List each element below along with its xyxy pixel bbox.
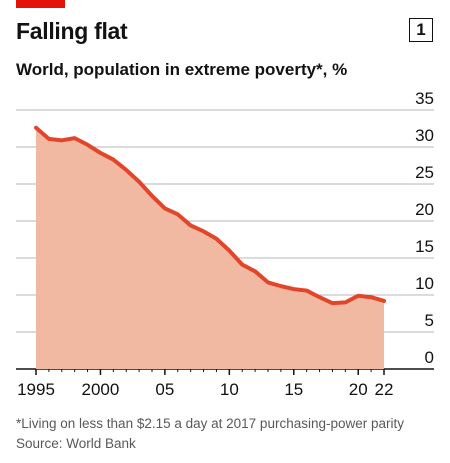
chart-subtitle: World, population in extreme poverty*, %	[16, 60, 348, 79]
x-tick-label: 1995	[17, 380, 55, 399]
footnote: *Living on less than $2.15 a day at 2017…	[16, 414, 404, 454]
data-point-1997	[60, 138, 64, 142]
data-point-2009	[214, 237, 218, 241]
x-tick-label: 10	[220, 380, 239, 399]
data-point-1995	[34, 126, 38, 130]
y-tick-label: 15	[415, 237, 434, 256]
data-point-2019	[343, 300, 347, 304]
data-point-2004	[150, 194, 154, 198]
data-point-2015	[292, 287, 296, 291]
data-point-2011	[240, 263, 244, 267]
footnote-note: *Living on less than $2.15 a day at 2017…	[16, 416, 404, 431]
data-point-2017	[318, 295, 322, 299]
brand-red-tag	[16, 0, 65, 8]
line-layer	[34, 125, 386, 306]
data-point-2006	[176, 212, 180, 216]
x-tick-label: 20	[349, 380, 368, 399]
data-point-2022	[382, 299, 386, 303]
data-point-2012	[253, 269, 257, 273]
x-tick-label: 22	[375, 380, 394, 399]
data-point-1996	[47, 137, 51, 141]
x-tick-label: 05	[155, 380, 174, 399]
data-point-2007	[189, 223, 193, 227]
x-axis-ticks: 1995 2000 05 10 15 20 22	[17, 369, 393, 399]
data-point-2020	[356, 294, 360, 298]
data-point-2021	[369, 295, 373, 299]
data-point-1999	[86, 143, 90, 147]
data-point-2014	[279, 284, 283, 288]
y-tick-label: 30	[415, 126, 434, 145]
series-line	[34, 125, 386, 306]
data-point-2008	[202, 229, 206, 233]
data-point-2016	[305, 289, 309, 293]
y-axis-ticks: 0 5 10 15 20 25 30 35	[415, 89, 434, 367]
footnote-source: Source: World Bank	[16, 436, 136, 451]
data-point-1998	[73, 136, 77, 140]
data-point-2010	[227, 249, 231, 253]
y-tick-label: 5	[425, 311, 434, 330]
chart-title: Falling flat	[16, 18, 128, 44]
x-tick-label: 2000	[82, 380, 120, 399]
y-tick-label: 10	[415, 274, 434, 293]
area-layer	[36, 127, 384, 369]
series-area	[36, 127, 384, 369]
data-point-2001	[111, 158, 115, 162]
y-tick-label: 20	[415, 200, 434, 219]
chart-number-badge: 1	[409, 18, 433, 42]
data-point-2013	[266, 280, 270, 284]
data-point-2002	[124, 168, 128, 172]
y-tick-label: 25	[415, 163, 434, 182]
y-tick-label: 0	[425, 348, 434, 367]
x-tick-label: 15	[284, 380, 303, 399]
data-point-2000	[98, 151, 102, 155]
data-point-2005	[163, 206, 167, 210]
y-tick-label: 35	[415, 89, 434, 108]
data-point-2018	[330, 301, 334, 305]
data-point-2003	[137, 180, 141, 184]
